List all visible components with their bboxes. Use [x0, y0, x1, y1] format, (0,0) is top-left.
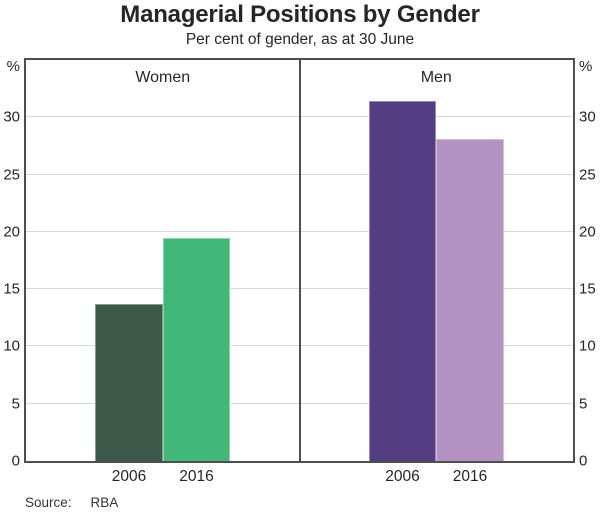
source-value: RBA [90, 495, 119, 510]
y-tick-label-left: 0 [11, 452, 20, 470]
panel-women: Women 2006 2016 [26, 60, 300, 485]
y-tick-label-right: 10 [579, 337, 596, 355]
bar-men-2016 [436, 139, 504, 461]
panel-men: Men 2006 2016 [300, 60, 574, 485]
y-tick-label-left: 10 [3, 337, 20, 355]
y-tick-label-right: 5 [579, 395, 588, 413]
y-tick-label-left: 15 [3, 280, 20, 298]
x-category-label: 2006 [385, 468, 420, 485]
source-label: Source: [25, 495, 72, 510]
y-axis-unit-left: % [6, 58, 20, 75]
chart-title: Managerial Positions by Gender [120, 1, 480, 28]
source-note: Source: RBA [25, 495, 118, 510]
y-tick-label-right: 30 [579, 108, 596, 126]
plot-area: Women 2006 2016 Men 2006 2016 % % 0 0 5 5 10 10… [3, 58, 596, 485]
y-tick-label-right: 15 [579, 280, 596, 298]
panel-label-men: Men [420, 69, 452, 86]
y-tick-label-left: 5 [11, 395, 20, 413]
y-tick-label-left: 20 [3, 223, 20, 241]
x-category-label: 2016 [179, 468, 214, 485]
y-tick-label-left: 30 [3, 108, 20, 126]
x-category-label: 2006 [111, 468, 147, 485]
y-tick-label-right: 25 [579, 166, 596, 184]
panel-divider [298, 60, 301, 461]
bar-women-2016 [162, 237, 231, 461]
panel-label-women: Women [135, 69, 191, 86]
y-axis-unit-right: % [579, 58, 593, 75]
chart-subtitle: Per cent of gender, as at 30 June [185, 31, 415, 48]
bar-men-2006 [368, 101, 437, 461]
bar-women-2006 [95, 304, 163, 461]
x-category-label: 2016 [452, 468, 488, 485]
y-tick-label-left: 25 [3, 166, 20, 184]
y-tick-label-right: 20 [579, 223, 596, 241]
y-tick-label-right: 0 [579, 452, 588, 470]
